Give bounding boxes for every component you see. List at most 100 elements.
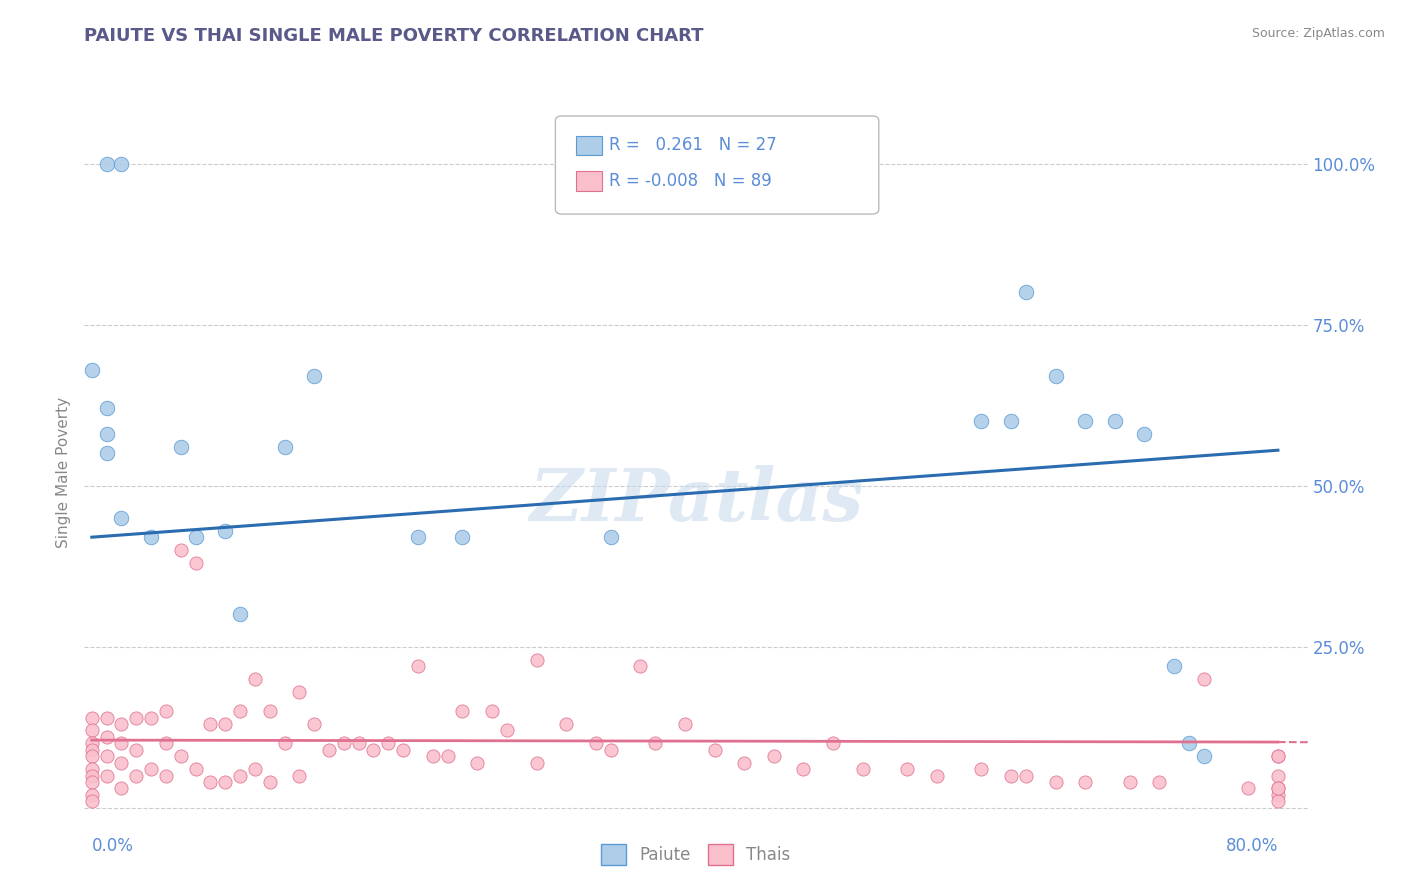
Point bbox=[184, 556, 207, 570]
Point bbox=[599, 530, 621, 544]
Point bbox=[170, 543, 193, 558]
Point bbox=[229, 607, 252, 622]
Point bbox=[110, 756, 132, 770]
Point bbox=[302, 369, 325, 384]
Point bbox=[762, 749, 785, 764]
Point bbox=[1149, 775, 1171, 789]
Text: 0.0%: 0.0% bbox=[91, 837, 134, 855]
Point bbox=[363, 743, 385, 757]
Point bbox=[496, 723, 519, 738]
Text: R =   0.261   N = 27: R = 0.261 N = 27 bbox=[609, 136, 776, 154]
Point bbox=[214, 717, 236, 731]
Point bbox=[1045, 369, 1067, 384]
Point bbox=[80, 788, 103, 802]
Point bbox=[451, 530, 474, 544]
Point bbox=[526, 756, 548, 770]
Point bbox=[1178, 736, 1201, 750]
Point bbox=[170, 440, 193, 454]
Point bbox=[259, 704, 281, 718]
Point bbox=[96, 768, 118, 782]
Point bbox=[1192, 672, 1215, 686]
Point bbox=[200, 717, 222, 731]
Point bbox=[1267, 788, 1289, 802]
Point bbox=[1163, 659, 1185, 673]
Point bbox=[110, 511, 132, 525]
Point bbox=[896, 762, 918, 776]
Point bbox=[80, 768, 103, 782]
Point bbox=[970, 762, 993, 776]
Point bbox=[526, 652, 548, 666]
Point bbox=[80, 362, 103, 376]
Point bbox=[96, 156, 118, 170]
Text: Source: ZipAtlas.com: Source: ZipAtlas.com bbox=[1251, 27, 1385, 40]
Point bbox=[110, 717, 132, 731]
Point bbox=[1267, 781, 1289, 796]
Point bbox=[302, 717, 325, 731]
Point bbox=[703, 743, 725, 757]
Point bbox=[852, 762, 875, 776]
Point bbox=[333, 736, 356, 750]
Point bbox=[599, 743, 621, 757]
Point bbox=[96, 710, 118, 724]
Point bbox=[1267, 768, 1289, 782]
Point bbox=[229, 704, 252, 718]
Point bbox=[259, 775, 281, 789]
Point bbox=[925, 768, 948, 782]
Point bbox=[970, 414, 993, 428]
Point bbox=[1267, 749, 1289, 764]
Point bbox=[288, 768, 311, 782]
Point bbox=[628, 659, 651, 673]
Point bbox=[1045, 775, 1067, 789]
Point bbox=[451, 704, 474, 718]
Point bbox=[422, 749, 444, 764]
Point bbox=[80, 743, 103, 757]
Point bbox=[80, 762, 103, 776]
Text: PAIUTE VS THAI SINGLE MALE POVERTY CORRELATION CHART: PAIUTE VS THAI SINGLE MALE POVERTY CORRE… bbox=[84, 27, 704, 45]
Point bbox=[318, 743, 340, 757]
Point bbox=[733, 756, 755, 770]
Y-axis label: Single Male Poverty: Single Male Poverty bbox=[56, 397, 72, 549]
Point bbox=[110, 736, 132, 750]
Point bbox=[1000, 414, 1022, 428]
Point bbox=[481, 704, 503, 718]
Point bbox=[1000, 768, 1022, 782]
Point bbox=[792, 762, 814, 776]
Point bbox=[96, 401, 118, 416]
Point bbox=[1015, 768, 1038, 782]
Point bbox=[644, 736, 666, 750]
Point bbox=[96, 730, 118, 744]
Point bbox=[229, 768, 252, 782]
Point bbox=[80, 736, 103, 750]
Point bbox=[214, 775, 236, 789]
Point bbox=[585, 736, 607, 750]
Point bbox=[96, 427, 118, 442]
Point bbox=[155, 736, 177, 750]
Point bbox=[80, 710, 103, 724]
Point bbox=[125, 710, 148, 724]
Point bbox=[80, 749, 103, 764]
Point bbox=[243, 672, 266, 686]
Point bbox=[1192, 749, 1215, 764]
Point bbox=[125, 768, 148, 782]
Point bbox=[406, 659, 429, 673]
Point bbox=[96, 446, 118, 460]
Point bbox=[673, 717, 696, 731]
Text: ZIPatlas: ZIPatlas bbox=[529, 465, 863, 536]
Point bbox=[465, 756, 488, 770]
Text: 80.0%: 80.0% bbox=[1226, 837, 1278, 855]
Point bbox=[555, 717, 578, 731]
Point bbox=[1133, 427, 1156, 442]
Point bbox=[184, 530, 207, 544]
Point bbox=[406, 530, 429, 544]
Point bbox=[1267, 749, 1289, 764]
Point bbox=[288, 685, 311, 699]
Point bbox=[377, 736, 399, 750]
Point bbox=[184, 762, 207, 776]
Point bbox=[110, 156, 132, 170]
Point bbox=[347, 736, 370, 750]
Point bbox=[823, 736, 845, 750]
Point bbox=[273, 736, 295, 750]
Point bbox=[139, 530, 162, 544]
Point bbox=[155, 768, 177, 782]
Point bbox=[1237, 781, 1260, 796]
